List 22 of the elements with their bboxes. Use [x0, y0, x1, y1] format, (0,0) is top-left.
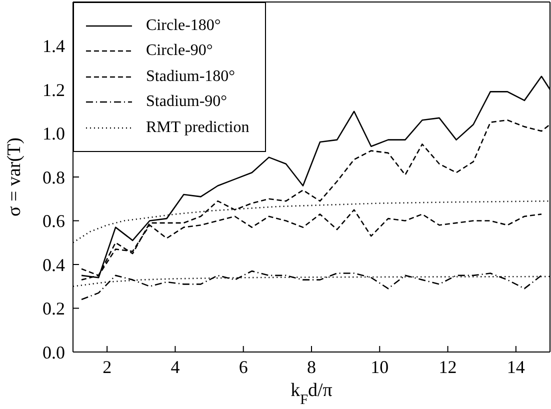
y-tick-label: 1.4	[42, 36, 65, 56]
x-tick-label: 6	[238, 356, 248, 377]
legend-label: Stadium-90°	[146, 93, 228, 112]
x-tick-label: 12	[438, 356, 457, 377]
y-tick-label: 0.4	[42, 254, 65, 275]
y-tick-label: 0.2	[42, 298, 65, 319]
y-tick-label: 1.0	[42, 124, 65, 144]
legend-label: Circle-180°	[146, 16, 221, 35]
y-tick-label: 0.6	[42, 211, 65, 232]
x-tick-label: 14	[506, 356, 525, 377]
y-tick-label: 1.2	[42, 80, 65, 100]
x-tick-label: 2	[102, 356, 112, 377]
x-tick-label: 8	[307, 356, 316, 377]
legend-label: RMT prediction	[146, 118, 250, 137]
x-tick-label: 4	[170, 356, 180, 377]
x-tick-label: 10	[370, 356, 389, 377]
y-tick-label: 0.0	[42, 342, 65, 362]
y-tick-label: 0.8	[42, 167, 65, 188]
x-axis-title: k$_{F}$d/π	[290, 380, 333, 408]
legend-label: Stadium-180°	[146, 68, 236, 86]
legend-label: Circle-90°	[146, 42, 213, 60]
y-axis-title: σ = var(T)	[4, 138, 25, 216]
